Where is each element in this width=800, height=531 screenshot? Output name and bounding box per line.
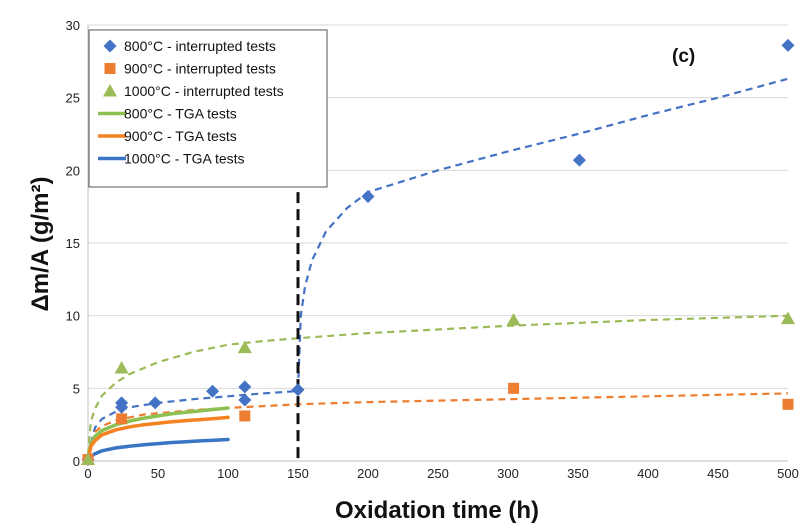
triangle-marker: [237, 340, 252, 354]
diamond-marker: [572, 153, 586, 167]
legend-label: 800°C - interrupted tests: [124, 38, 276, 54]
square-marker: [239, 410, 251, 422]
y-tick-label: 5: [73, 381, 80, 396]
y-tick-labels: 0 5 10 15 20 25 30: [66, 18, 80, 469]
x-tick-label: 150: [287, 466, 309, 481]
y-tick-label: 25: [66, 91, 80, 106]
triangle-marker: [506, 313, 521, 326]
axes: [87, 25, 788, 462]
legend-square-icon: [104, 63, 116, 74]
x-tick-label: 400: [637, 466, 659, 481]
x-tick-label: 50: [151, 466, 165, 481]
diamond-marker: [238, 393, 252, 407]
y-tick-label: 20: [66, 163, 80, 178]
diamond-marker: [206, 384, 220, 398]
diamond-marker: [148, 396, 162, 410]
y-tick-label: 0: [73, 454, 80, 469]
legend-label: 1000°C - interrupted tests: [124, 83, 284, 99]
legend-label: 900°C - interrupted tests: [124, 61, 276, 77]
diamond-marker: [361, 189, 375, 203]
x-tick-label: 0: [84, 466, 91, 481]
legend-label: 1000°C - TGA tests: [124, 151, 245, 167]
y-tick-label: 30: [66, 18, 80, 33]
data-markers: [81, 38, 795, 467]
legend-box: [88, 29, 328, 188]
triangle-marker: [114, 360, 129, 374]
x-tick-label: 300: [497, 466, 519, 481]
square-marker: [782, 398, 794, 410]
legend-label: 900°C - TGA tests: [124, 128, 237, 144]
x-tick-label: 200: [357, 466, 379, 481]
panel-label: (c): [672, 46, 695, 67]
legend-triangle-icon: [103, 84, 117, 97]
tga-line: [86, 406, 230, 463]
triangle-marker: [781, 311, 795, 325]
x-tick-labels: 0 50 100 150 200 250 300 350 400 450 500: [84, 466, 798, 481]
x-tick-label: 500: [777, 466, 799, 481]
y-tick-label: 15: [66, 236, 80, 251]
x-tick-label: 250: [427, 466, 449, 481]
square-marker: [508, 382, 520, 394]
x-axis-title: Oxidation time (h): [335, 497, 539, 524]
dashed-trend-line: [86, 314, 789, 456]
y-tick-label: 10: [66, 309, 80, 324]
x-tick-label: 350: [567, 466, 589, 481]
tga-lines: [86, 406, 230, 463]
x-tick-label: 450: [707, 466, 729, 481]
diamond-marker: [291, 383, 305, 397]
legend-diamond-icon: [103, 39, 117, 53]
legend: 800°C - interrupted tests 900°C - interru…: [88, 29, 328, 188]
y-axis-title: Δm/A (g/m²): [27, 176, 54, 311]
diamond-marker: [115, 396, 129, 410]
legend-label: 800°C - TGA tests: [124, 106, 237, 122]
square-marker: [116, 413, 128, 425]
triangle-marker: [81, 452, 95, 466]
tga-line: [86, 415, 230, 463]
diamond-marker: [781, 38, 795, 52]
diamond-marker: [238, 380, 252, 394]
tga-line: [86, 437, 230, 463]
x-tick-label: 100: [217, 466, 239, 481]
